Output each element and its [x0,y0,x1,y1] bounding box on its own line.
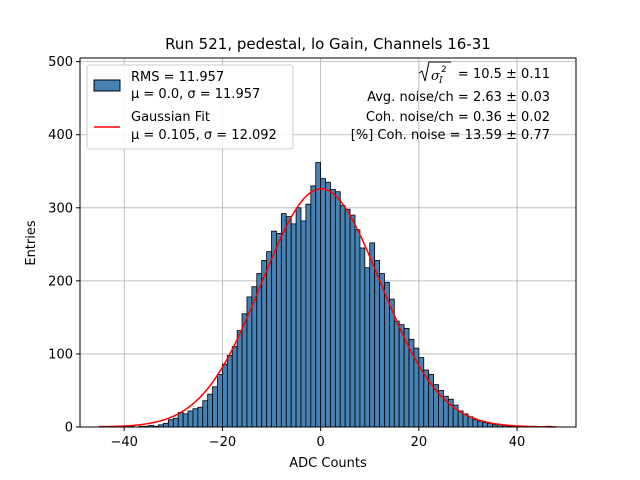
histogram-bar [305,203,312,428]
histogram-bar [163,422,169,428]
histogram-bar [212,386,218,428]
histogram-bar [231,346,238,428]
histogram-bar [330,189,336,428]
legend: RMS = 11.957 μ = 0.0, σ = 11.957 Gaussia… [86,64,294,150]
histogram-bar [276,232,282,428]
histogram-bar [369,242,376,428]
legend-histogram-swatch [93,79,121,92]
x-tick-label: −40 [110,435,137,450]
histogram-bar [315,162,322,428]
histogram-bar [349,214,356,428]
histogram-bar [374,260,380,428]
histogram-bar [334,191,341,428]
x-tick-label: 0 [316,435,324,450]
annotation-line-3: Coh. noise/ch = 0.36 ± 0.02 [366,110,550,125]
histogram-bar [217,373,223,428]
x-axis-ticks: −40 −20 0 20 40 [110,427,525,450]
y-tick-label: 300 [48,201,73,216]
histogram-bar [172,417,179,428]
histogram-bar [222,363,228,428]
histogram-bar [177,411,184,428]
y-axis-ticks: 0 100 200 300 400 500 [48,55,80,436]
svg-text:σ: σ [431,69,441,84]
histogram-bar [339,205,346,428]
histogram-bar [290,223,297,428]
histogram-bar [280,213,287,428]
chart-title: Run 521, pedestal, lo Gain, Channels 16-… [165,35,491,53]
annotation-line-1: = 10.5 ± 0.11 [458,67,550,82]
histogram-bar [310,185,317,428]
histogram-bar [393,320,400,428]
histogram-bar [325,181,331,428]
legend-fit-label: Gaussian Fit [131,110,210,125]
histogram-bar [187,410,194,428]
histogram-bar [182,413,189,428]
histogram-bar [320,178,326,428]
histogram-bar [477,420,484,428]
histogram-bar [197,406,204,428]
histogram-bar [226,354,233,428]
histogram-bar [472,419,479,428]
histogram-bar [167,419,174,428]
x-tick-label: −20 [209,435,236,450]
y-tick-label: 500 [48,55,73,70]
sqrt-sigma-symbol: σ I 2 [418,61,451,86]
histogram-bar [236,330,243,428]
plot-frame [79,57,577,428]
histogram-bar [192,408,199,428]
histogram-bar [354,229,361,428]
svg-text:2: 2 [441,65,447,75]
svg-text:I: I [438,76,443,86]
gaussian-fit-curve [99,188,557,428]
histogram-bar [344,208,351,428]
annotation-line-4: [%] Coh. noise = 13.59 ± 0.77 [351,128,550,143]
annotation-line-2: Avg. noise/ch = 2.63 ± 0.03 [367,90,550,105]
histogram-bar [241,313,248,428]
x-axis-label: ADC Counts [289,456,367,471]
histogram-bar [300,220,307,428]
histogram-bar [482,422,489,428]
histogram-bar [251,286,258,428]
histogram-bar [256,273,263,428]
noise-annotations: σ I 2 = 10.5 ± 0.11 Avg. noise/ch = 2.63… [351,61,550,143]
x-tick-label: 40 [509,435,526,450]
y-tick-label: 200 [48,274,73,289]
histogram-bars [99,162,552,428]
histogram-bar [364,267,371,428]
legend-fit-label-2: μ = 0.105, σ = 12.092 [131,128,277,143]
histogram-bar [271,230,277,428]
histogram-bar [359,247,366,428]
legend-frame [86,64,294,150]
y-tick-label: 400 [48,128,73,143]
histogram-bar [388,298,395,428]
histogram-bar [202,400,209,428]
histogram-bar [207,393,213,428]
x-tick-label: 20 [411,435,428,450]
y-axis-label: Entries [24,220,39,266]
legend-histogram-label: RMS = 11.957 [131,70,224,85]
histogram-bar [261,260,268,428]
histogram-bar [379,273,385,428]
y-tick-label: 0 [65,421,73,436]
y-tick-label: 100 [48,347,73,362]
histogram-bar [285,216,292,428]
histogram-bar [398,324,405,428]
histogram-bar [266,251,272,428]
histogram-bar [295,207,302,428]
legend-histogram-label-2: μ = 0.0, σ = 11.957 [131,87,260,102]
